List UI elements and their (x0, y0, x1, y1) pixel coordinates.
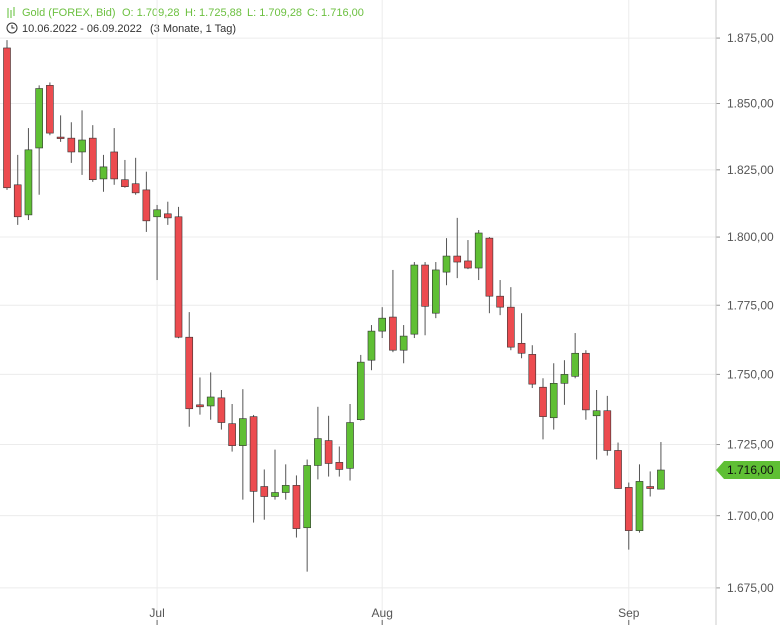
candle-body (314, 438, 322, 466)
candle-body (378, 317, 387, 332)
y-tick-label: 1.675,00 (727, 581, 774, 595)
candle-icon (7, 7, 15, 18)
candle-body (174, 216, 183, 338)
instrument-name: Gold (FOREX, Bid) (22, 7, 116, 19)
candle-body (399, 335, 408, 351)
candle-body (335, 462, 344, 470)
x-tick-label: Sep (618, 606, 640, 620)
candle-body (367, 330, 376, 361)
candle-body (13, 184, 22, 218)
period: (3 Monate, 1 Tag) (150, 23, 236, 35)
x-tick-label: Aug (372, 606, 393, 620)
candle-body (239, 418, 247, 446)
candle-body (496, 295, 504, 308)
y-tick-label: 1.850,00 (727, 97, 774, 111)
candle-body (592, 410, 601, 417)
candle-body (110, 151, 118, 180)
candle-body (3, 47, 11, 189)
candle-body (35, 88, 43, 149)
last-price-tag (716, 461, 780, 480)
y-tick-label: 1.800,00 (727, 230, 774, 244)
candle-body (46, 85, 54, 134)
candles (3, 40, 665, 572)
candle-body (646, 486, 655, 489)
candle-body (281, 485, 290, 493)
candle-body (131, 183, 140, 194)
candle-body (56, 136, 65, 139)
candle-body (464, 260, 472, 269)
candle-body (121, 179, 129, 187)
grid (0, 0, 720, 625)
clock-icon (6, 22, 18, 34)
close-label: C: 1.716,00 (307, 7, 364, 19)
candle-body (164, 213, 172, 219)
y-tick-label: 1.775,00 (727, 298, 774, 312)
clock-hands (11, 25, 15, 29)
candle-body (153, 209, 161, 218)
y-tick-label: 1.700,00 (727, 509, 774, 523)
axis-labels: 1.675,00 1.700,00 1.725,00 1.750,00 1.775,00… (149, 31, 780, 620)
candle-body (421, 264, 429, 307)
candle-body (303, 465, 311, 529)
candle-body (657, 469, 665, 490)
candle-body (356, 361, 365, 421)
low-label: L: 1.709,28 (247, 7, 302, 19)
candle-body (453, 255, 462, 263)
candle-body (196, 404, 204, 408)
candle-body (24, 149, 33, 216)
y-tick-label: 1.725,00 (727, 438, 774, 452)
candle-body (635, 481, 644, 531)
x-tick-label: Jul (149, 606, 164, 620)
candle-body (324, 440, 333, 464)
candle-body (517, 342, 526, 354)
candle-body (571, 352, 579, 377)
candle-body (249, 416, 258, 492)
candle-body (389, 316, 397, 351)
candle-body (99, 166, 108, 180)
candle-body (142, 189, 151, 222)
candle-body (88, 137, 97, 181)
y-tick-label: 1.750,00 (727, 368, 774, 382)
candle-body (185, 336, 194, 410)
candle-body (442, 255, 451, 273)
candle-body (260, 486, 269, 497)
candle-body (346, 422, 354, 469)
candle-body (410, 264, 419, 335)
y-tick-label: 1.825,00 (727, 163, 774, 177)
candle-body (217, 397, 226, 423)
chart-header: Gold (FOREX, Bid) O: 1.709,28 H: 1.725,8… (6, 7, 364, 35)
last-price-label: 1.716,00 (727, 463, 774, 477)
candle-body (67, 137, 76, 153)
candle-body (624, 487, 633, 531)
candle-body (474, 232, 483, 269)
candle-body (292, 485, 301, 529)
y-tick-label: 1.875,00 (727, 31, 774, 45)
candle-body (485, 237, 494, 297)
candle-body (271, 492, 279, 497)
candle-body (528, 354, 537, 385)
candle-body (78, 139, 86, 153)
high-label: H: 1.725,88 (185, 7, 242, 19)
open-label: O: 1.709,28 (122, 7, 180, 19)
candle-body (560, 374, 569, 384)
candle-body (549, 383, 558, 419)
candle-body (228, 423, 236, 446)
candle-body (614, 450, 622, 489)
candle-body (431, 269, 440, 314)
candle-body (507, 306, 515, 348)
candle-body (206, 396, 215, 407)
candle-body (582, 352, 590, 411)
date-range: 10.06.2022 - 06.09.2022 (22, 23, 142, 35)
candle-body (603, 410, 612, 451)
candle-body (539, 386, 547, 417)
